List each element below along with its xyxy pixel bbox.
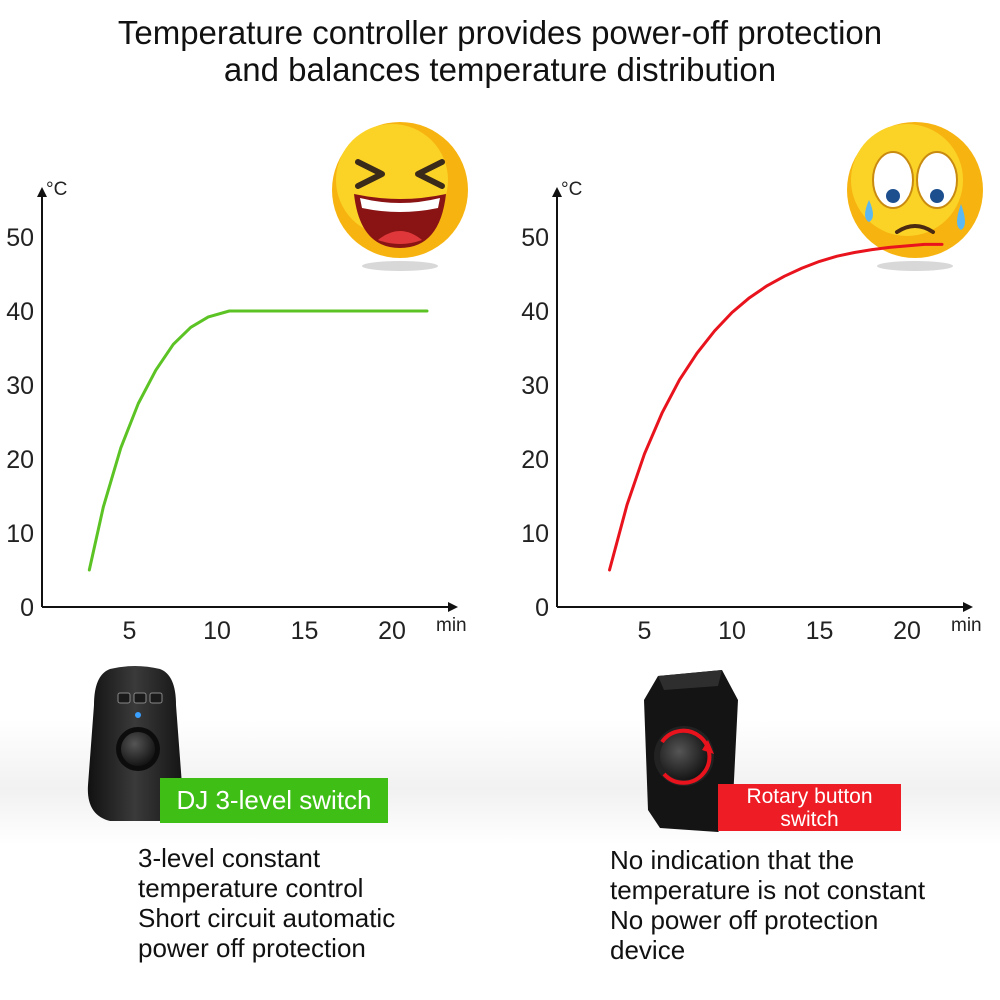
emoji-eye-right <box>415 159 445 189</box>
rotary-desc-line: temperature is not constant <box>610 875 926 905</box>
rotary-switch-device <box>644 670 738 832</box>
dj-desc-line: temperature control <box>138 873 364 903</box>
x-tick-label: 10 <box>203 617 231 645</box>
emoji-eye-left <box>355 159 385 189</box>
x-tick-label: 15 <box>806 617 834 645</box>
x-tick-label: 20 <box>893 617 921 645</box>
temperature-curve <box>87 309 429 572</box>
emoji-tongue <box>378 231 422 244</box>
dj-desc-line: 3-level constant <box>138 843 321 873</box>
y-tick-label: 20 <box>521 446 549 474</box>
x-tick-label: 15 <box>291 617 319 645</box>
y-axis-unit: °C <box>46 179 67 200</box>
rotary-switch-label: Rotary button switch <box>718 784 901 831</box>
rotary-switch-label-line-1: Rotary button <box>746 785 873 808</box>
laughing-emoji <box>332 122 468 271</box>
temperature-curve <box>608 242 944 572</box>
emoji-eye-left <box>872 151 914 209</box>
emoji-pupil-right <box>930 189 944 203</box>
tear-drop-icon <box>957 204 965 230</box>
emoji-pupil-left <box>886 189 900 203</box>
chart-constant-temperature: °C min 50 40 30 20 10 0 5 10 15 20 <box>6 122 468 645</box>
x-tick-label: 20 <box>378 617 406 645</box>
y-tick-label: 10 <box>521 520 549 548</box>
y-tick-label: 30 <box>521 372 549 400</box>
x-axis-unit: min <box>436 615 467 636</box>
rotary-switch-label-line-2: switch <box>780 808 839 831</box>
dj-desc-line: power off protection <box>138 933 366 963</box>
emoji-mouth <box>895 224 935 234</box>
rotary-switch-description: No indication that the temperature is no… <box>610 845 925 965</box>
y-tick-label: 40 <box>6 298 34 326</box>
three-level-switch-device <box>87 666 183 821</box>
y-axis-unit: °C <box>561 179 582 200</box>
headline: Temperature controller provides power-of… <box>0 14 1000 88</box>
emoji-shadow <box>362 261 438 271</box>
y-axis-arrow-icon <box>552 187 562 197</box>
x-tick-label: 10 <box>718 617 746 645</box>
dj-desc-line: Short circuit automatic <box>138 903 396 933</box>
crying-emoji <box>847 122 983 271</box>
emoji-teeth <box>360 198 440 212</box>
y-tick-label: 50 <box>6 224 34 252</box>
y-tick-label: 0 <box>535 594 549 622</box>
headline-line-1: Temperature controller provides power-of… <box>117 14 883 51</box>
x-axis-unit: min <box>951 615 982 636</box>
y-axis-arrow-icon <box>37 187 47 197</box>
y-tick-label: 40 <box>521 298 549 326</box>
y-tick-label: 0 <box>20 594 34 622</box>
x-tick-label: 5 <box>123 617 137 645</box>
x-tick-label: 5 <box>638 617 652 645</box>
y-tick-label: 20 <box>6 446 34 474</box>
x-axis-arrow-icon <box>963 602 973 612</box>
y-tick-label: 30 <box>6 372 34 400</box>
x-axis-arrow-icon <box>448 602 458 612</box>
emoji-eye-right <box>916 151 958 209</box>
dj-switch-label: DJ 3-level switch <box>160 778 388 823</box>
rotary-desc-line: No indication that the <box>610 845 855 875</box>
y-tick-label: 10 <box>6 520 34 548</box>
rotary-desc-line: device <box>610 935 686 965</box>
tear-drop-icon <box>865 200 873 222</box>
chart-rising-temperature: °C min 50 40 30 20 10 0 5 10 15 20 <box>521 122 983 645</box>
dj-switch-description: 3-level constant temperature control Sho… <box>138 843 395 963</box>
y-tick-label: 50 <box>521 224 549 252</box>
rotary-desc-line: No power off protection <box>610 905 879 935</box>
emoji-shadow <box>877 261 953 271</box>
headline-line-2: and balances temperature distribution <box>223 51 777 88</box>
